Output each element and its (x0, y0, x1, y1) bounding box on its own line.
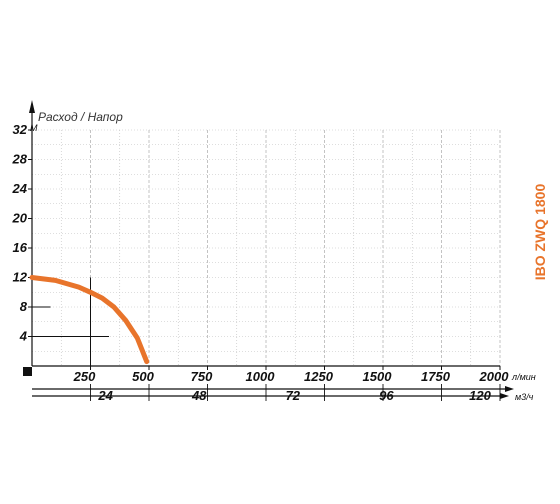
secondary-axis-lower-arrow (500, 393, 509, 399)
reference-lines (32, 277, 109, 366)
model-label: IBO ZWQ 1800 (532, 184, 548, 281)
x-tick-label: 2000 (479, 369, 510, 384)
secondary-axis-arrow (505, 386, 514, 392)
y-tick-label: 16 (13, 240, 28, 255)
x2-tick-label: 96 (379, 388, 394, 403)
x-tick-label: 250 (73, 369, 96, 384)
x2-tick-label: 24 (97, 388, 113, 403)
x-tick-label: 1000 (246, 369, 276, 384)
y-tick-label: 20 (12, 211, 28, 226)
y-tick-label: 12 (13, 270, 28, 285)
x2-tick-label: 72 (286, 388, 301, 403)
y-tick-label: 32 (13, 122, 28, 137)
y-tick-label: 24 (12, 181, 28, 196)
x-tick-label: 1250 (304, 369, 334, 384)
x-axis-unit: л/мин (511, 372, 536, 382)
y-axis-arrow (29, 100, 35, 113)
grid (32, 129, 501, 366)
y-tick-label: 4 (19, 329, 28, 344)
x2-axis-unit: м3/ч (515, 392, 534, 402)
axes (23, 100, 514, 401)
performance-curve (29, 275, 150, 365)
x-tick-label: 1750 (421, 369, 451, 384)
curve-layer (29, 275, 150, 365)
x2-tick-label: 120 (469, 388, 491, 403)
chart-title: Расход / Напор (38, 110, 123, 124)
origin-marker (23, 367, 32, 376)
y-axis-unit: M (30, 123, 38, 133)
x-tick-label: 500 (132, 369, 154, 384)
x2-tick-label: 48 (191, 388, 207, 403)
y-tick-label: 8 (20, 299, 28, 314)
x-tick-label: 750 (191, 369, 213, 384)
y-tick-label: 28 (12, 152, 28, 167)
x-tick-label: 1500 (363, 369, 393, 384)
